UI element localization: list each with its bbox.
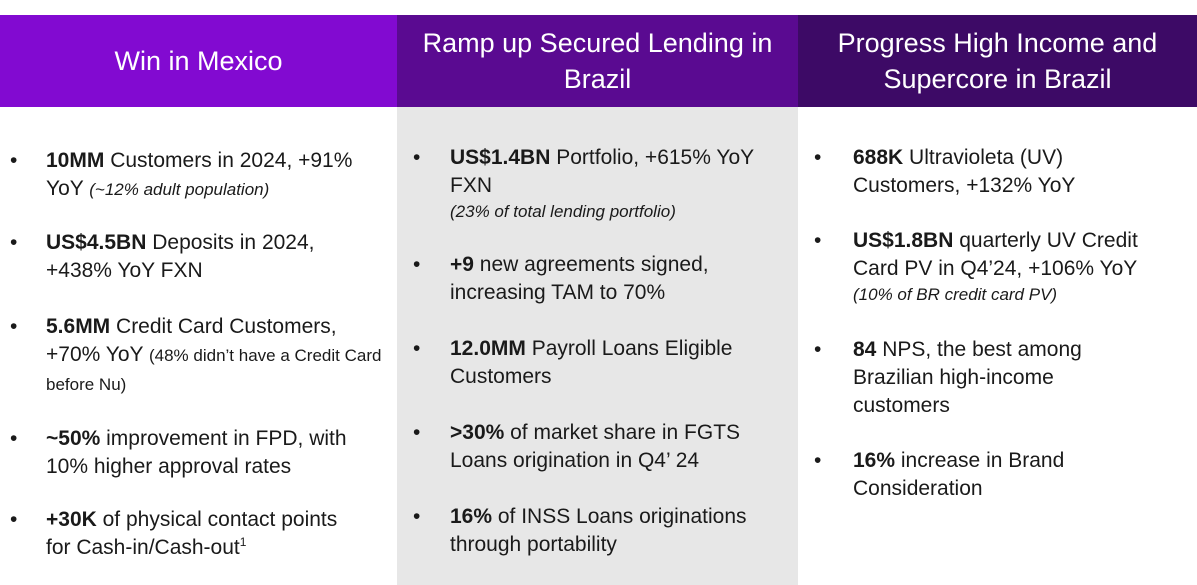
bullet-icon: •: [814, 146, 822, 169]
item-highlight: US$1.8BN: [853, 229, 954, 252]
bullet-icon: •: [10, 508, 18, 531]
bullet-icon: •: [814, 449, 822, 472]
column-header: Ramp up Secured Lending in Brazil: [397, 15, 798, 107]
item-highlight: US$1.4BN: [450, 146, 551, 169]
item-body: Deposits in 2024, +438% YoY FXN: [46, 231, 315, 282]
bullet-icon: •: [413, 337, 421, 360]
item-note: (~12% adult population): [89, 180, 270, 199]
bullet-icon: •: [10, 149, 18, 172]
column-win-in-mexico: Win in Mexico • 10MM Customers in 2024, …: [0, 15, 397, 585]
item-body: new agreements signed, increasing TAM to…: [450, 253, 709, 304]
item-highlight: 16%: [853, 449, 896, 472]
item-body: Payroll Loans Eligible Customers: [450, 337, 733, 388]
bullet-icon: •: [413, 253, 421, 276]
item-text: >30% of market share in FGTS Loans origi…: [450, 419, 770, 475]
bullet-icon: •: [10, 315, 18, 338]
item-body: of market share in FGTS Loans originatio…: [450, 421, 741, 472]
item-text: 10MM Customers in 2024, +91% YoY (~12% a…: [46, 147, 381, 204]
item-highlight: 5.6MM: [46, 315, 111, 338]
item-text: +30K of physical contact points for Cash…: [46, 506, 366, 562]
bullet-icon: •: [413, 146, 421, 169]
bullet-icon: •: [814, 229, 822, 252]
item-highlight: >30%: [450, 421, 505, 444]
item-text: 84 NPS, the best among Brazilian high-in…: [853, 336, 1123, 420]
item-highlight: 12.0MM: [450, 337, 526, 360]
item-note: (23% of total lending portfolio): [450, 202, 676, 221]
bullet-icon: •: [814, 338, 822, 361]
column-secured-lending: Ramp up Secured Lending in Brazil • US$1…: [397, 15, 798, 585]
item-highlight: 16%: [450, 505, 493, 528]
item-highlight: 84: [853, 338, 877, 361]
item-note: (48% didn’t have a Credit Card before Nu…: [46, 346, 382, 394]
footnote-marker: 1: [239, 535, 247, 549]
item-text: 5.6MM Credit Card Customers, +70% YoY (4…: [46, 313, 386, 399]
item-text: US$1.4BN Portfolio, +615% YoY FXN (23% of…: [450, 144, 780, 224]
bullet-icon: •: [10, 231, 18, 254]
item-text: ~50% improvement in FPD, with 10% higher…: [46, 425, 376, 481]
item-text: 12.0MM Payroll Loans Eligible Customers: [450, 335, 770, 391]
column-high-income: Progress High Income and Supercore in Br…: [798, 15, 1197, 585]
column-header: Win in Mexico: [0, 15, 397, 107]
item-highlight: 10MM: [46, 149, 105, 172]
item-body: improvement in FPD, with 10% higher appr…: [46, 427, 347, 478]
bullet-icon: •: [413, 505, 421, 528]
item-text: +9 new agreements signed, increasing TAM…: [450, 251, 760, 307]
item-body: increase in Brand Consideration: [853, 449, 1065, 500]
item-body: of physical contact points for Cash-in/C…: [46, 508, 338, 559]
item-text: US$1.8BN quarterly UV Credit Card PV in …: [853, 227, 1178, 307]
item-highlight: +30K: [46, 508, 97, 531]
item-text: 688K Ultravioleta (UV) Customers, +132% …: [853, 144, 1123, 200]
item-body: quarterly UV Credit Card PV in Q4’24, +1…: [853, 229, 1138, 280]
item-body: Ultravioleta (UV) Customers, +132% YoY: [853, 146, 1076, 197]
item-highlight: US$4.5BN: [46, 231, 147, 254]
bullet-icon: •: [10, 427, 18, 450]
item-highlight: 688K: [853, 146, 904, 169]
item-body: Customers in 2024, +91% YoY: [46, 149, 353, 200]
column-header: Progress High Income and Supercore in Br…: [798, 15, 1197, 107]
item-text: 16% increase in Brand Consideration: [853, 447, 1103, 503]
item-body: NPS, the best among Brazilian high-incom…: [853, 338, 1082, 417]
item-text: US$4.5BN Deposits in 2024, +438% YoY FXN: [46, 229, 346, 285]
item-highlight: ~50%: [46, 427, 101, 450]
item-body: Credit Card Customers, +70% YoY: [46, 315, 337, 366]
item-body: Portfolio, +615% YoY FXN: [450, 146, 754, 197]
item-note: (10% of BR credit card PV): [853, 285, 1058, 304]
bullet-icon: •: [413, 421, 421, 444]
item-text: 16% of INSS Loans originations through p…: [450, 503, 780, 559]
item-highlight: +9: [450, 253, 474, 276]
item-body: of INSS Loans originations through porta…: [450, 505, 747, 556]
